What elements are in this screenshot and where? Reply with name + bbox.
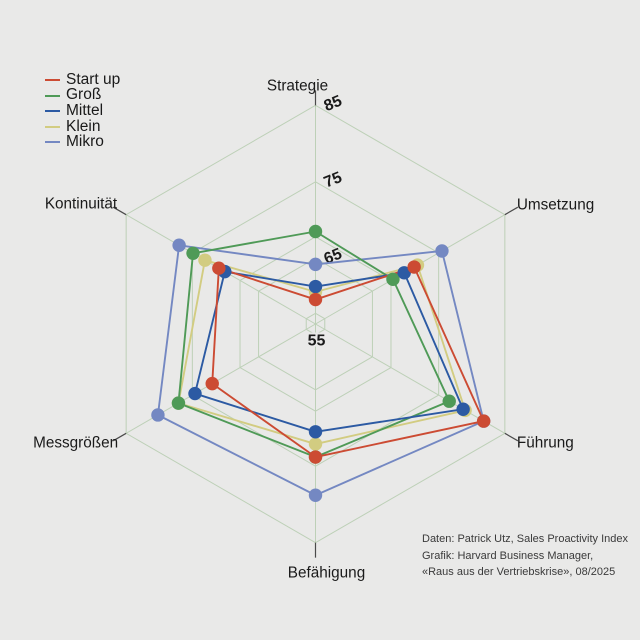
svg-text:Strategie: Strategie: [267, 77, 328, 94]
svg-text:Messgrößen: Messgrößen: [33, 434, 118, 451]
svg-text:Befähigung: Befähigung: [288, 565, 365, 582]
svg-text:Führung: Führung: [517, 434, 574, 451]
svg-text:Umsetzung: Umsetzung: [517, 197, 594, 214]
svg-text:Kontinuität: Kontinuität: [45, 196, 118, 213]
svg-text:55: 55: [308, 333, 326, 350]
